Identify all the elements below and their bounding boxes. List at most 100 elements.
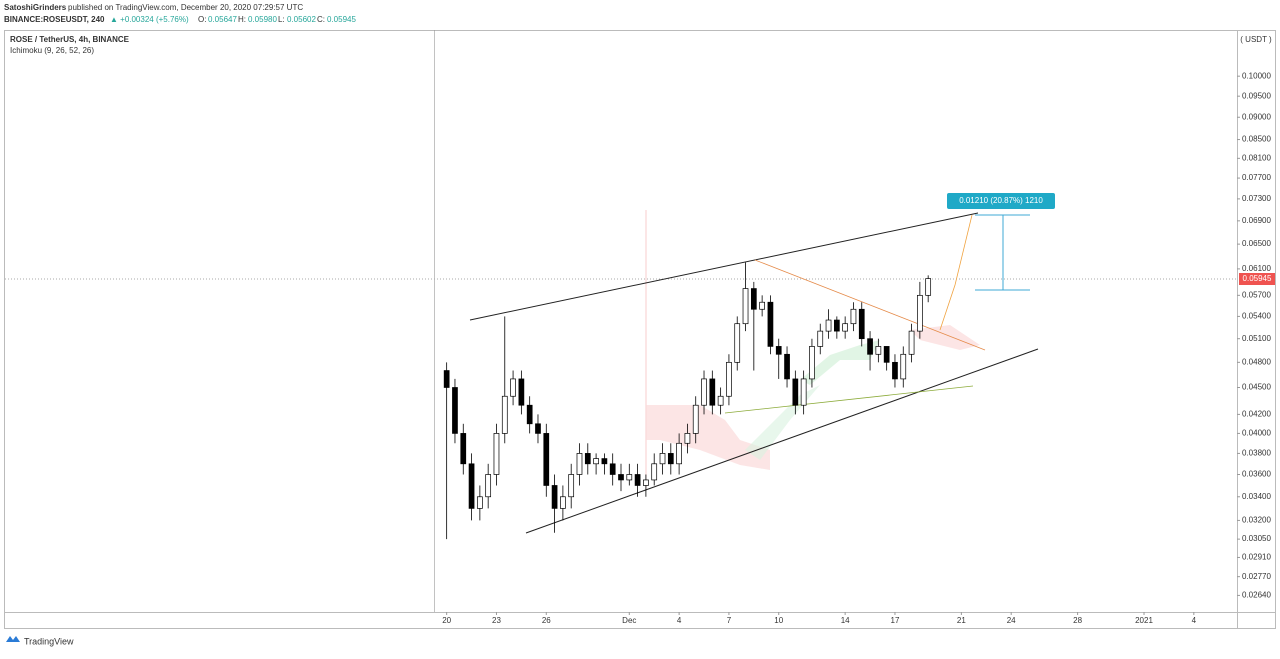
candle-body [535, 423, 541, 434]
candle-body [717, 395, 724, 406]
measure-box [947, 193, 1055, 209]
y-tick-label: 0.03400 [1242, 492, 1271, 501]
y-tick-label: 0.06100 [1242, 264, 1271, 273]
candle-body [643, 479, 649, 486]
candle-body [775, 346, 782, 355]
candle-body [609, 463, 616, 475]
cloud-red [646, 405, 770, 470]
y-tick-label: 0.02910 [1242, 553, 1271, 562]
y-tick-label: 0.03050 [1242, 534, 1271, 543]
y-tick-label: 0.04500 [1242, 383, 1271, 392]
lower-trendline [525, 348, 1039, 534]
y-tick-label: 0.07700 [1242, 173, 1271, 182]
candle-body [892, 361, 898, 380]
open-label: O: [198, 15, 206, 24]
x-tick-label: 21 [957, 616, 966, 625]
legend-title: ROSE / TetherUS, 4h, BINANCE [10, 35, 130, 44]
x-tick-label: 7 [727, 616, 732, 625]
candle-body [518, 378, 525, 406]
frame [4, 30, 1276, 629]
candle-body [850, 308, 857, 325]
y-tick-label: 0.02770 [1242, 572, 1271, 581]
candle-body [460, 433, 467, 465]
y-tick-label: 0.03600 [1242, 470, 1271, 479]
currency-label: ( USDT ) [1240, 35, 1272, 44]
y-tick-label: 0.02640 [1242, 591, 1271, 600]
cloud-red-2 [910, 325, 980, 350]
candle-body [750, 288, 757, 310]
low-value: 0.05602 [287, 15, 316, 24]
candle-body [576, 453, 583, 475]
candle-body [759, 301, 765, 310]
candle-body [726, 361, 732, 397]
candle-body [858, 308, 865, 340]
x-tick-label: 2021 [1135, 616, 1153, 625]
y-tick-label: 0.09500 [1242, 91, 1271, 100]
y-tick-label: 0.09000 [1242, 112, 1271, 121]
change: ▲ +0.00324 (+5.76%) [110, 15, 189, 24]
open-value: 0.05647 [208, 15, 237, 24]
candle-body [667, 453, 674, 465]
candle-body [568, 474, 575, 498]
candle-body [501, 395, 508, 434]
candle-body [800, 378, 807, 406]
high-label: H: [238, 15, 246, 24]
y-tick-label: 0.04800 [1242, 357, 1271, 366]
footer-brand: TradingView [24, 636, 74, 646]
published-text: published on TradingView.com, December 2… [68, 3, 303, 12]
candle-body [676, 442, 682, 465]
y-tick-label: 0.04000 [1242, 429, 1271, 438]
y-tick-label: 0.06900 [1242, 216, 1271, 225]
candle-body [510, 378, 516, 397]
x-tick-label: 23 [492, 616, 501, 625]
x-tick-label: Dec [622, 616, 636, 625]
candle-body [493, 433, 500, 475]
y-tick-label: 0.05100 [1242, 334, 1271, 343]
candle-body [526, 404, 533, 425]
close-value: 0.05945 [327, 15, 356, 24]
last-price-tag [1239, 273, 1275, 285]
candle-body [867, 338, 873, 355]
x-tick-label: 17 [891, 616, 900, 625]
candle-body [792, 378, 799, 406]
candle-body [560, 496, 566, 509]
last-price-label: 0.05945 [1243, 274, 1272, 283]
candle-body [734, 323, 741, 363]
high-value: 0.05980 [248, 15, 277, 24]
candle-body [651, 463, 658, 481]
projection-arrow [939, 214, 973, 331]
candle-body [468, 463, 475, 509]
candle-body [452, 387, 458, 434]
low-label: L: [278, 15, 285, 24]
candle-body [825, 319, 832, 332]
measure-label: 0.01210 (20.87%) 1210 [959, 196, 1043, 205]
candle-body [842, 323, 849, 332]
candle-body [875, 346, 882, 355]
candle-body [485, 474, 492, 498]
y-tick-label: 0.10000 [1242, 71, 1271, 80]
candle-body [784, 353, 790, 380]
candle-body [659, 453, 666, 465]
candle-body [626, 474, 633, 481]
candle-body [917, 294, 923, 332]
candle-body [543, 433, 550, 486]
candle-body [908, 330, 915, 355]
close-label: C: [317, 15, 325, 24]
candle-body [900, 353, 907, 380]
candle-body [477, 496, 483, 509]
legend-indicator: Ichimoku (9, 26, 52, 26) [10, 46, 94, 55]
candle-body [709, 378, 716, 406]
y-tick-label: 0.07300 [1242, 194, 1271, 203]
x-tick-label: 4 [677, 616, 682, 625]
y-tick-label: 0.06500 [1242, 239, 1271, 248]
symbol: BINANCE:ROSEUSDT, 240 [4, 15, 105, 24]
x-tick-label: 10 [774, 616, 783, 625]
candle-body [701, 378, 707, 406]
x-tick-label: 26 [542, 616, 551, 625]
candle-body [584, 453, 591, 465]
candle-body [925, 278, 932, 296]
candle-body [883, 346, 890, 363]
x-tick-label: 24 [1007, 616, 1016, 625]
candle-body [618, 474, 624, 481]
